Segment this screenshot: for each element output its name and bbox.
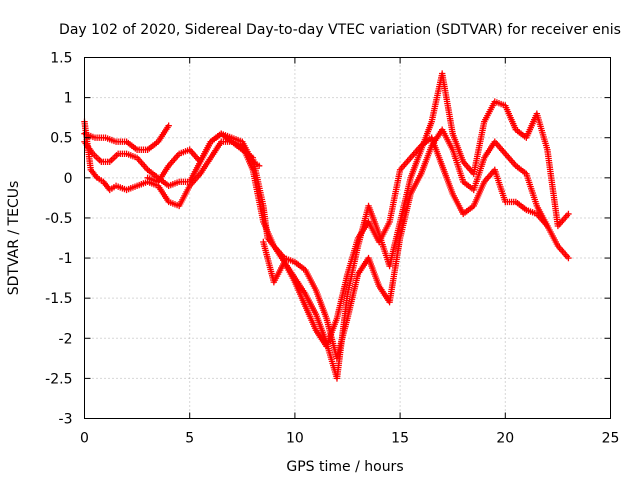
y-tick-label: 0.5 — [50, 131, 72, 147]
x-tick-label: 10 — [286, 431, 304, 447]
series-trace-5 — [260, 70, 572, 382]
y-tick-label: -1.5 — [45, 291, 72, 307]
data-point — [255, 162, 263, 169]
data-point — [165, 122, 172, 129]
data-point — [565, 210, 572, 218]
x-tick-label: 0 — [80, 431, 89, 447]
plot-frame — [84, 57, 611, 419]
axis-ticks: 0 5 10 15 20 25 -3 -2.5 -2 -1.5 -1 -0.5 0 0.5 1 1.5 — [45, 51, 619, 447]
y-tick-label: -2 — [59, 331, 73, 347]
data-point — [565, 254, 572, 262]
y-tick-label: -0.5 — [45, 211, 72, 227]
y-tick-label: 1 — [64, 91, 73, 107]
chart-title: Day 102 of 2020, Sidereal Day-to-day VTE… — [59, 22, 621, 38]
data-points — [81, 70, 572, 382]
x-tick-label: 15 — [391, 431, 409, 447]
y-tick-label: -1 — [59, 251, 73, 267]
series-trace-1 — [81, 122, 172, 153]
grid — [84, 57, 611, 419]
y-tick-label: 1.5 — [50, 51, 72, 67]
y-tick-label: -3 — [59, 412, 73, 428]
y-axis-label: SDTVAR / TECUs — [6, 181, 22, 296]
x-tick-label: 20 — [496, 431, 514, 447]
x-tick-label: 25 — [602, 431, 620, 447]
x-axis-label: GPS time / hours — [286, 459, 403, 475]
y-tick-label: 0 — [64, 171, 73, 187]
x-tick-label: 5 — [185, 431, 194, 447]
y-tick-label: -2.5 — [45, 371, 72, 387]
